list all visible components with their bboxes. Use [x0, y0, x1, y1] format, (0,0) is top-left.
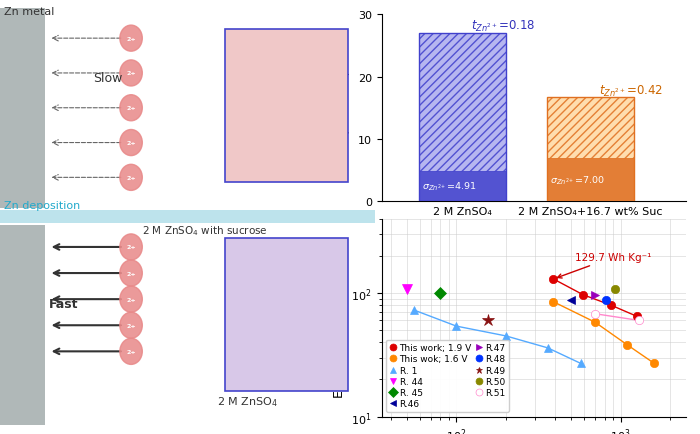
Text: 2+: 2+	[126, 141, 136, 146]
This wok; 1.6 V	[650, 361, 659, 366]
R. 1	[502, 333, 510, 339]
R. 1	[452, 324, 461, 329]
Circle shape	[120, 95, 142, 122]
Circle shape	[120, 312, 142, 339]
Line: This wok; 1.6 V: This wok; 1.6 V	[550, 298, 658, 368]
Bar	[419, 171, 506, 202]
Text: 2 M ZnSO$_4$: 2 M ZnSO$_4$	[217, 394, 278, 408]
Text: 2+: 2+	[126, 245, 136, 250]
Text: 2+: 2+	[126, 36, 136, 42]
Text: $t_{Zn^{2+}}$=0.18: $t_{Zn^{2+}}$=0.18	[471, 19, 536, 34]
Text: Slow: Slow	[94, 72, 123, 85]
R.51	[635, 318, 643, 323]
Text: 2+: 2+	[126, 297, 136, 302]
R. 1	[410, 308, 418, 313]
Y-axis label: σ (mS cm⁻¹): σ (mS cm⁻¹)	[339, 70, 352, 147]
Circle shape	[120, 234, 142, 260]
Circle shape	[120, 130, 142, 156]
This work; 1.9 V	[606, 303, 615, 308]
Text: $t_{Zn^{2+}}$=0.42: $t_{Zn^{2+}}$=0.42	[599, 83, 663, 98]
This work; 1.9 V	[579, 293, 587, 298]
Text: Zn metal: Zn metal	[4, 7, 54, 16]
Bar	[419, 34, 506, 202]
Text: 2+: 2+	[126, 323, 136, 328]
Circle shape	[120, 61, 142, 87]
Bar	[0, 210, 374, 224]
Circle shape	[120, 286, 142, 312]
Bar	[547, 158, 634, 202]
This wok; 1.6 V	[591, 320, 599, 325]
Text: Zn deposition: Zn deposition	[4, 201, 80, 210]
Line: R. 1: R. 1	[410, 306, 584, 368]
Line: This work; 1.9 V: This work; 1.9 V	[550, 275, 640, 321]
Circle shape	[120, 165, 142, 191]
This work; 1.9 V	[550, 277, 558, 282]
Text: 2+: 2+	[126, 71, 136, 76]
Text: 2 M ZnSO$_4$ with sucrose: 2 M ZnSO$_4$ with sucrose	[142, 224, 268, 237]
Y-axis label: Energy density (Wh Kg⁻¹): Energy density (Wh Kg⁻¹)	[332, 238, 346, 398]
Legend: This work; 1.9 V, This wok; 1.6 V, R. 1, R. 44, R. 45, R.46, R.47, R.48, R.49, R: This work; 1.9 V, This wok; 1.6 V, R. 1,…	[386, 340, 509, 412]
R. 1	[544, 345, 552, 351]
Text: $\sigma_{Zn^{2+}}$=7.00: $\sigma_{Zn^{2+}}$=7.00	[550, 174, 604, 186]
Bar	[419, 34, 506, 171]
Text: Fast: Fast	[49, 297, 78, 310]
Bar	[0, 226, 45, 425]
Bar	[0, 9, 45, 208]
Bar	[547, 98, 634, 158]
R.51	[591, 312, 599, 317]
Line: R.51: R.51	[591, 310, 643, 325]
Bar	[225, 30, 349, 182]
This wok; 1.6 V	[550, 299, 558, 305]
Bar	[547, 98, 634, 202]
Text: 2+: 2+	[126, 271, 136, 276]
Circle shape	[120, 26, 142, 52]
R. 1	[576, 361, 584, 366]
This wok; 1.6 V	[623, 342, 631, 348]
Circle shape	[120, 339, 142, 365]
Text: $\sigma_{Zn^{2+}}$=4.91: $\sigma_{Zn^{2+}}$=4.91	[422, 180, 477, 193]
Text: 129.7 Wh Kg⁻¹: 129.7 Wh Kg⁻¹	[557, 253, 652, 278]
Bar	[225, 239, 349, 391]
Text: 2+: 2+	[126, 106, 136, 111]
Text: 2+: 2+	[126, 349, 136, 354]
This work; 1.9 V	[632, 314, 640, 319]
Circle shape	[120, 260, 142, 286]
Text: 2+: 2+	[126, 175, 136, 181]
